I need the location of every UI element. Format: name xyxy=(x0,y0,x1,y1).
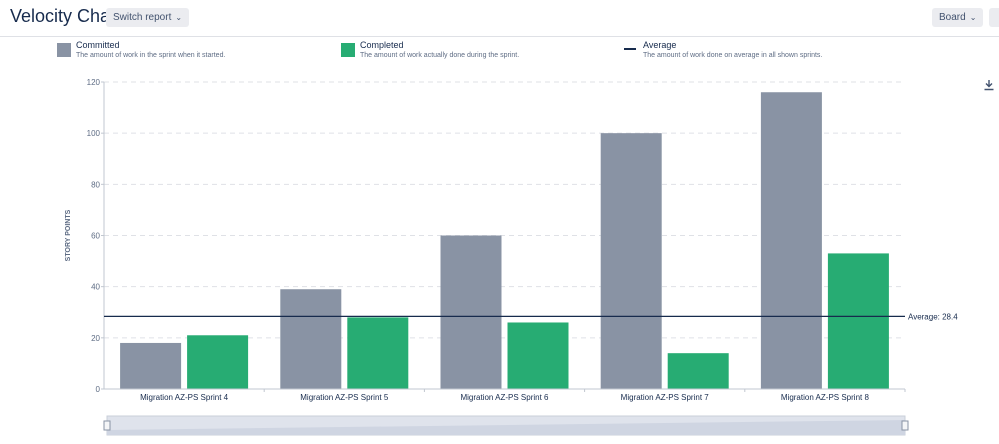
average-line-group: Average: 28.4 xyxy=(104,312,958,321)
page-title: Velocity Chart xyxy=(10,6,122,26)
board-label: Board xyxy=(939,12,966,23)
brush-handle-right[interactable] xyxy=(901,420,909,431)
bar-completed xyxy=(347,317,409,389)
legend-completed-name: Completed xyxy=(360,40,404,50)
legend-average-name: Average xyxy=(643,40,677,50)
legend-completed-swatch xyxy=(341,43,355,57)
y-tick-label: 80 xyxy=(91,180,100,189)
y-tick-label: 120 xyxy=(87,78,101,87)
download-icon[interactable] xyxy=(983,79,995,91)
bar-committed xyxy=(760,92,822,389)
y-tick-label: 0 xyxy=(96,385,101,394)
legend-committed-name: Committed xyxy=(76,40,120,50)
bar-committed xyxy=(440,235,502,389)
report-header: Velocity Chart Switch report ⌄ Board ⌄ xyxy=(0,0,999,34)
chevron-down-icon: ⌄ xyxy=(969,13,977,22)
x-tick-label: Migration AZ-PS Sprint 5 xyxy=(300,393,389,402)
x-tick-label: Migration AZ-PS Sprint 7 xyxy=(621,393,710,402)
bar-committed xyxy=(600,133,662,389)
bar-committed xyxy=(120,342,182,389)
legend-committed-swatch xyxy=(57,43,71,57)
legend-average-line xyxy=(624,48,636,50)
switch-report-label: Switch report xyxy=(113,12,172,23)
average-label: Average: 28.4 xyxy=(908,312,958,321)
legend-committed-desc: The amount of work in the sprint when it… xyxy=(76,52,226,59)
legend-average-desc: The amount of work done on average in al… xyxy=(643,52,823,59)
range-brush[interactable] xyxy=(103,415,909,436)
bar-completed xyxy=(187,335,249,389)
switch-report-button[interactable]: Switch report ⌄ xyxy=(106,8,190,27)
y-tick-label: 60 xyxy=(91,232,100,241)
bar-completed xyxy=(507,322,569,389)
bar-committed xyxy=(280,289,342,389)
brush-area xyxy=(107,420,905,435)
bar-completed xyxy=(827,253,889,389)
y-tick-label: 100 xyxy=(87,129,101,138)
y-axis-title: STORY POINTS xyxy=(65,209,72,261)
chevron-down-icon: ⌄ xyxy=(175,13,183,22)
board-button[interactable]: Board ⌄ xyxy=(932,8,984,27)
brush-handle-left[interactable] xyxy=(103,420,111,431)
x-tick-label: Migration AZ-PS Sprint 4 xyxy=(140,393,229,402)
header-divider xyxy=(0,36,999,37)
chart-bars xyxy=(120,92,889,389)
more-button[interactable] xyxy=(989,8,999,27)
legend-completed-desc: The amount of work actually done during … xyxy=(360,52,520,59)
x-tick-label: Migration AZ-PS Sprint 6 xyxy=(460,393,549,402)
y-tick-label: 20 xyxy=(91,334,100,343)
x-tick-label: Migration AZ-PS Sprint 8 xyxy=(781,393,870,402)
chart-axes: 0 20 40 60 80 100 120 STORY POINTS Migration AZ-… xyxy=(65,78,906,402)
bar-completed xyxy=(667,353,729,389)
y-tick-label: 40 xyxy=(91,283,100,292)
